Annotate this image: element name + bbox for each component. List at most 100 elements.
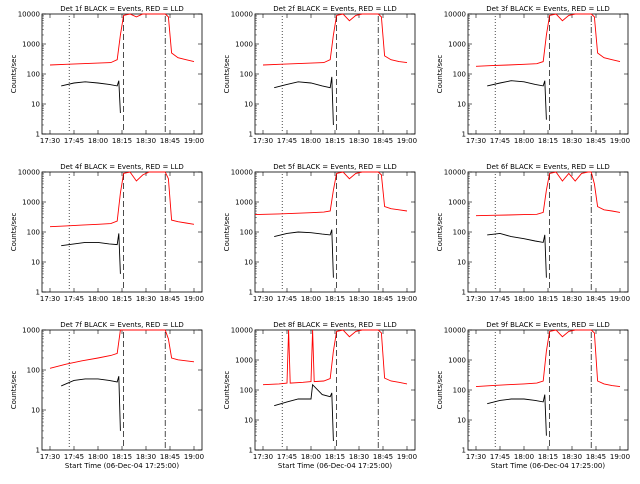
y-tick-label: 100 bbox=[453, 71, 466, 79]
x-tick-label: 19:00 bbox=[610, 137, 630, 145]
y-axis-label: Counts/sec bbox=[223, 55, 231, 94]
series-events-line bbox=[487, 80, 547, 120]
x-tick-label: 18:00 bbox=[514, 295, 534, 303]
x-tick-label: 18:00 bbox=[88, 137, 108, 145]
plot-frame bbox=[41, 329, 203, 451]
series-lld-line bbox=[475, 329, 621, 388]
x-tick-label: 18:45 bbox=[373, 453, 393, 461]
chart-panel-3: Det 3f BLACK = Events, RED = LLD 1 10 100 10… bbox=[436, 5, 630, 145]
y-tick-label: 100 bbox=[240, 387, 253, 395]
x-tick-label: 17:45 bbox=[490, 137, 510, 145]
chart-panel-2: Det 2f BLACK = Events, RED = LLD 1 10 100 10… bbox=[223, 5, 417, 145]
x-tick-label: 18:00 bbox=[301, 295, 321, 303]
plot-frame bbox=[467, 171, 629, 293]
series-lld-line bbox=[49, 171, 195, 228]
y-tick-label: 1 bbox=[36, 131, 40, 139]
x-tick-label: 18:30 bbox=[562, 453, 582, 461]
x-tick-label: 18:15 bbox=[538, 137, 558, 145]
series-events-line bbox=[61, 80, 121, 114]
y-tick-label: 100 bbox=[240, 71, 253, 79]
x-tick-label: 17:30 bbox=[253, 295, 273, 303]
x-tick-label: 18:15 bbox=[538, 295, 558, 303]
x-tick-label: 19:00 bbox=[610, 295, 630, 303]
y-tick-label: 1 bbox=[36, 447, 40, 455]
x-tick-label: 18:00 bbox=[301, 453, 321, 461]
x-tick-label: 17:45 bbox=[64, 295, 84, 303]
x-tick-label: 18:15 bbox=[112, 453, 132, 461]
y-tick-label: 1000 bbox=[22, 41, 40, 49]
y-tick-label: 10000 bbox=[444, 169, 466, 177]
chart-panel-9: Det 9f BLACK = Events, RED = LLD 1 10 100 10… bbox=[436, 321, 630, 470]
y-tick-label: 10 bbox=[244, 101, 253, 109]
chart-panel-1: Det 1f BLACK = Events, RED = LLD 1 10 100 10… bbox=[10, 5, 204, 145]
y-tick-label: 100 bbox=[240, 229, 253, 237]
x-tick-label: 18:45 bbox=[160, 295, 180, 303]
x-tick-label: 17:45 bbox=[64, 453, 84, 461]
series-lld-line bbox=[262, 329, 408, 386]
y-tick-label: 1 bbox=[462, 131, 466, 139]
x-tick-label: 19:00 bbox=[397, 453, 417, 461]
plot-frame bbox=[254, 171, 416, 293]
x-tick-label: 18:45 bbox=[160, 453, 180, 461]
series-events-line bbox=[487, 232, 547, 278]
x-tick-label: 17:45 bbox=[277, 137, 297, 145]
y-tick-label: 1 bbox=[36, 289, 40, 297]
x-tick-label: 18:45 bbox=[586, 137, 606, 145]
x-tick-label: 18:30 bbox=[136, 137, 156, 145]
x-tick-label: 17:45 bbox=[490, 295, 510, 303]
chart-title: Det 8f BLACK = Events, RED = LLD bbox=[273, 321, 396, 329]
x-tick-label: 18:30 bbox=[136, 295, 156, 303]
y-tick-label: 100 bbox=[27, 71, 40, 79]
y-tick-label: 10000 bbox=[231, 11, 253, 19]
x-tick-label: 17:30 bbox=[466, 453, 486, 461]
x-tick-label: 19:00 bbox=[184, 137, 204, 145]
y-tick-label: 10 bbox=[244, 259, 253, 267]
series-lld-line bbox=[475, 171, 621, 217]
x-tick-label: 18:15 bbox=[325, 453, 345, 461]
y-tick-label: 10000 bbox=[18, 169, 40, 177]
chart-title: Det 1f BLACK = Events, RED = LLD bbox=[60, 5, 183, 13]
y-tick-label: 1 bbox=[249, 447, 253, 455]
x-tick-label: 18:45 bbox=[160, 137, 180, 145]
x-tick-label: 18:15 bbox=[112, 295, 132, 303]
x-tick-label: 18:30 bbox=[349, 137, 369, 145]
y-tick-label: 100 bbox=[453, 387, 466, 395]
y-tick-label: 10 bbox=[457, 417, 466, 425]
y-tick-label: 1000 bbox=[22, 199, 40, 207]
chart-title: Det 4f BLACK = Events, RED = LLD bbox=[60, 163, 183, 171]
y-tick-label: 10 bbox=[457, 101, 466, 109]
x-tick-label: 17:30 bbox=[253, 137, 273, 145]
y-tick-label: 10000 bbox=[18, 11, 40, 19]
y-tick-label: 100 bbox=[27, 229, 40, 237]
y-tick-label: 10000 bbox=[231, 169, 253, 177]
y-tick-label: 10 bbox=[31, 101, 40, 109]
x-tick-label: 17:45 bbox=[64, 137, 84, 145]
chart-title: Det 2f BLACK = Events, RED = LLD bbox=[273, 5, 396, 13]
chart-title: Det 6f BLACK = Events, RED = LLD bbox=[486, 163, 609, 171]
y-tick-label: 100 bbox=[453, 229, 466, 237]
x-tick-label: 17:30 bbox=[40, 137, 60, 145]
y-tick-label: 1000 bbox=[235, 41, 253, 49]
series-events-line bbox=[61, 376, 121, 431]
series-events-line bbox=[487, 394, 547, 436]
x-tick-label: 19:00 bbox=[610, 453, 630, 461]
x-tick-label: 18:15 bbox=[538, 453, 558, 461]
chart-panel-6: Det 6f BLACK = Events, RED = LLD 1 10 100 10… bbox=[436, 163, 630, 303]
x-tick-label: 18:45 bbox=[586, 453, 606, 461]
y-tick-label: 10000 bbox=[444, 11, 466, 19]
plot-frame bbox=[467, 329, 629, 451]
plot-frame bbox=[467, 13, 629, 135]
x-tick-label: 18:00 bbox=[301, 137, 321, 145]
y-axis-label: Counts/sec bbox=[10, 213, 18, 252]
series-lld-line bbox=[49, 329, 195, 369]
y-tick-label: 100 bbox=[27, 367, 40, 375]
chart-title: Det 5f BLACK = Events, RED = LLD bbox=[273, 163, 396, 171]
chart-title: Det 9f BLACK = Events, RED = LLD bbox=[486, 321, 609, 329]
series-events-line bbox=[61, 233, 121, 274]
series-events-line bbox=[274, 229, 334, 278]
x-tick-label: 18:45 bbox=[373, 137, 393, 145]
series-lld-line bbox=[254, 171, 408, 216]
y-tick-label: 1000 bbox=[448, 357, 466, 365]
